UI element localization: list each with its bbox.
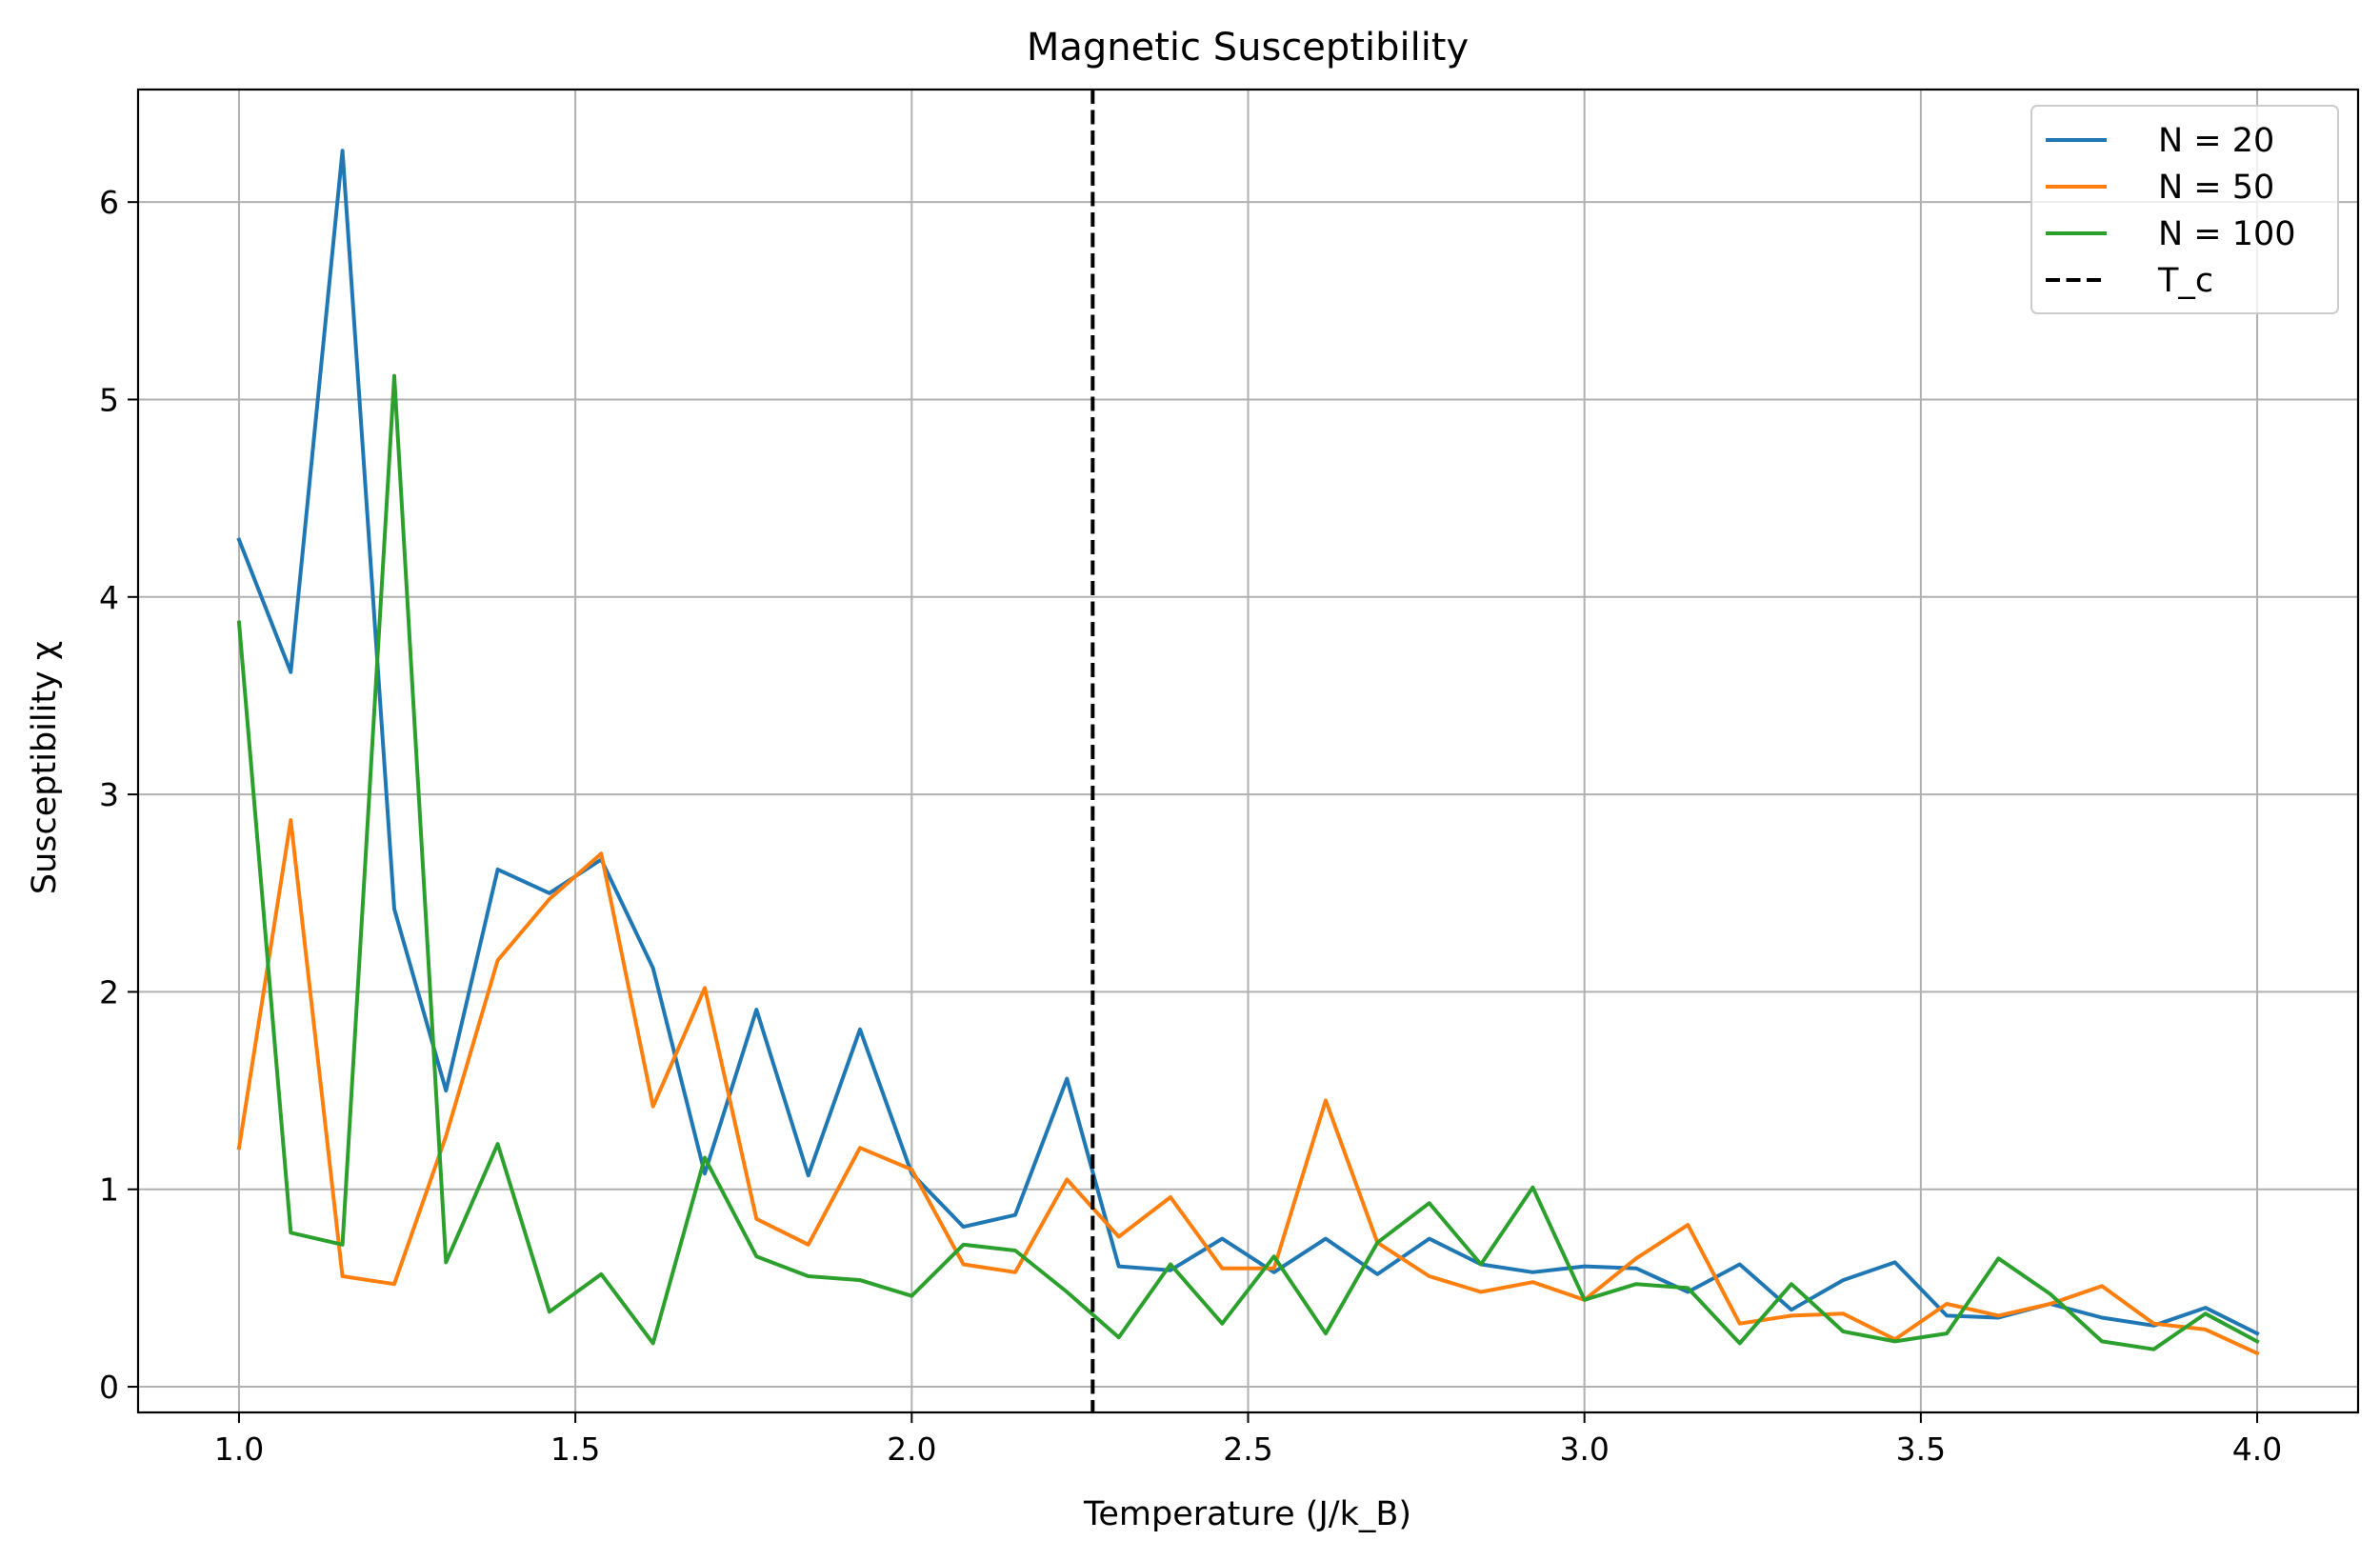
legend: N = 20 N = 50 N = 100 T_c [2030, 105, 2339, 314]
x-tick-label: 3.0 [1559, 1431, 1609, 1468]
legend-box [2030, 105, 2339, 314]
x-tick-label: 2.0 [887, 1431, 936, 1468]
y-tick-label: 2 [99, 973, 119, 1011]
series-line-2 [236, 818, 2260, 1356]
legend-label: N = 20 [2158, 122, 2274, 160]
y-axis-title: Susceptibility χ [26, 641, 64, 894]
legend-label: N = 100 [2158, 215, 2296, 253]
x-tick-label: 1.0 [214, 1431, 264, 1468]
legend-label: N = 50 [2158, 169, 2274, 207]
y-tick-label: 6 [99, 184, 119, 221]
y-tick-label: 0 [99, 1369, 119, 1406]
plot-frame [136, 88, 2360, 1414]
axis-ticks: 1.0 1.5 2.0 2.5 3.0 3.5 4.0 0 1 2 3 4 5 6 [99, 184, 2282, 1468]
x-tick-label: 2.5 [1223, 1431, 1272, 1468]
y-tick-label: 5 [99, 381, 119, 418]
grid-lines [138, 90, 2358, 1412]
plot-series [236, 90, 2260, 1412]
x-tick-label: 4.0 [2232, 1431, 2282, 1468]
y-tick-label: 1 [99, 1171, 119, 1209]
x-tick-label: 3.5 [1896, 1431, 1946, 1468]
chart-title: Magnetic Susceptibility [1027, 26, 1469, 70]
series-line-3 [236, 373, 2260, 1351]
y-tick-label: 3 [99, 776, 119, 813]
legend-label: T_c [2157, 262, 2213, 300]
x-axis-title: Temperature (J/k_B) [1083, 1495, 1411, 1533]
x-tick-label: 1.5 [550, 1431, 600, 1468]
y-tick-label: 4 [99, 579, 119, 616]
